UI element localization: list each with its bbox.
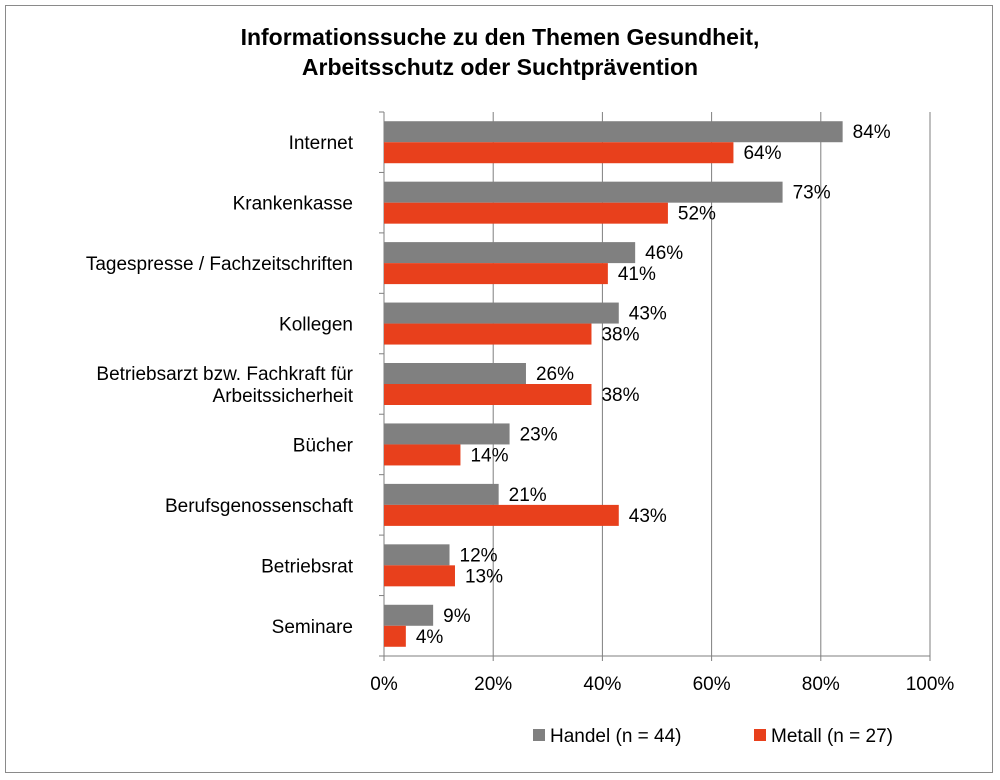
category-label: Internet [289,133,354,154]
bar-metall [384,565,455,587]
category-label: Kollegen [279,315,353,336]
bar-metall [384,202,668,224]
category-label: Betriebsrat [261,556,354,577]
data-label: 38% [601,325,639,346]
category-label: Arbeitssicherheit [213,386,354,407]
bar-metall [384,384,592,405]
chart-title-line-2: Arbeitsschutz oder Suchtprävention [301,54,699,80]
data-label: 43% [629,506,667,527]
bar-handel [384,302,619,324]
data-label: 43% [629,304,667,325]
bar-metall [384,625,406,647]
chart-title: Informationssuche zu den Themen Gesundhe… [0,22,1000,82]
bar-handel [384,483,499,505]
x-tick-label: 60% [693,674,731,695]
legend-label: Handel (n = 44) [550,726,682,747]
x-tick-label: 0% [370,674,398,695]
category-label: Berufsgenossenschaft [165,496,354,517]
bar-handel [384,423,510,445]
bar-handel [384,544,450,566]
data-label: 14% [470,445,508,466]
data-label: 23% [520,424,558,445]
category-label: Betriebsarzt bzw. Fachkraft für [96,364,353,385]
data-label: 73% [793,183,831,204]
data-label: 4% [416,627,444,648]
bar-metall [384,444,461,466]
data-label: 9% [443,606,471,627]
data-label: 21% [509,485,547,506]
bar-handel [384,363,526,384]
legend-swatch-metall [754,729,766,741]
data-label: 84% [853,122,891,143]
bar-handel [384,242,636,264]
x-tick-label: 40% [583,674,621,695]
data-label: 46% [645,243,683,264]
category-label: Tagespresse / Fachzeitschriften [86,254,353,275]
x-tick-label: 80% [802,674,840,695]
category-label: Krankenkasse [233,194,353,215]
bar-handel [384,121,843,143]
bar-metall [384,142,734,164]
x-tick-label: 100% [906,674,955,695]
data-label: 26% [536,364,574,385]
data-label: 38% [601,385,639,406]
category-label: Bücher [293,435,354,456]
x-tick-label: 20% [474,674,512,695]
bar-handel [384,181,783,203]
bar-metall [384,504,619,526]
bar-metall [384,263,608,285]
bar-metall [384,323,592,345]
chart-title-line-1: Informationssuche zu den Themen Gesundhe… [240,24,760,50]
data-label: 52% [678,204,716,225]
legend-swatch-handel [533,729,545,741]
data-label: 64% [743,143,781,164]
data-label: 12% [460,545,498,566]
legend-label: Metall (n = 27) [771,726,893,747]
bar-handel [384,604,434,626]
data-label: 41% [618,264,656,285]
data-label: 13% [465,566,503,587]
category-label: Seminare [272,617,353,638]
